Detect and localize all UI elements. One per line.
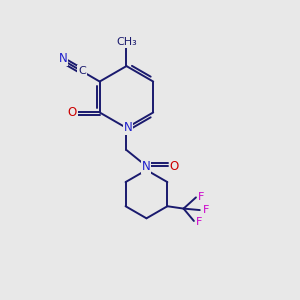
Text: N: N	[59, 52, 68, 65]
Text: N: N	[124, 122, 132, 134]
Text: O: O	[169, 160, 179, 173]
Text: C: C	[78, 66, 86, 76]
Text: F: F	[198, 192, 204, 203]
Text: F: F	[196, 218, 202, 227]
Text: N: N	[142, 160, 150, 173]
Text: O: O	[68, 106, 76, 119]
Text: F: F	[202, 205, 209, 215]
Text: CH₃: CH₃	[116, 37, 137, 47]
